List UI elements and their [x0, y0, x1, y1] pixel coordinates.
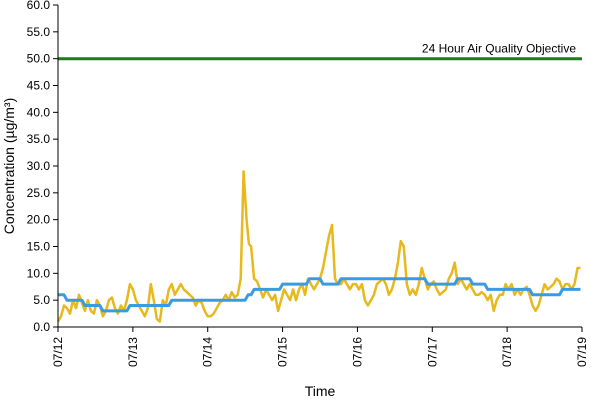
- y-axis-title: Concentration (µg/m³): [1, 98, 17, 234]
- pm-series-line-hourly: [56, 170, 581, 323]
- y-tick-label: 15.0: [27, 240, 51, 254]
- x-tick-label: 07/17: [425, 337, 439, 367]
- objective-annotation: 24 Hour Air Quality Objective: [422, 42, 576, 56]
- y-tick-label: 30.0: [27, 159, 51, 173]
- x-tick-label: 07/13: [126, 337, 140, 367]
- x-tick-label: 07/15: [276, 337, 290, 367]
- pm-series-line-rolling: [58, 277, 581, 313]
- y-tick-label: 45.0: [27, 79, 51, 93]
- y-tick-label: 50.0: [27, 52, 51, 66]
- x-tick-label: 07/12: [51, 337, 65, 367]
- y-tick-label: 40.0: [27, 105, 51, 119]
- y-tick-label: 35.0: [27, 132, 51, 146]
- y-tick-label: 25.0: [27, 186, 51, 200]
- x-axis-ticks: 07/12 07/13 07/14 07/15 07/16 07/17 07/18 07/19: [51, 327, 589, 367]
- x-tick-label: 07/14: [201, 337, 215, 367]
- x-tick-label: 07/18: [500, 337, 514, 367]
- x-tick-label: 07/16: [350, 337, 364, 367]
- y-tick-label: 55.0: [27, 25, 51, 39]
- y-tick-label: 5.0: [33, 293, 50, 307]
- y-tick-label: 60.0: [27, 0, 51, 12]
- series-layer: [56, 57, 582, 323]
- y-tick-label: 10.0: [27, 266, 51, 280]
- y-tick-label: 20.0: [27, 213, 51, 227]
- x-tick-label: 07/19: [575, 337, 589, 367]
- y-axis-ticks: 0.0 5.0 10.0 15.0 20.0 25.0 30.0 35.0 40.0 45.0 50…: [27, 0, 58, 334]
- y-tick-label: 0.0: [33, 320, 50, 334]
- x-axis-title: Time: [305, 383, 336, 399]
